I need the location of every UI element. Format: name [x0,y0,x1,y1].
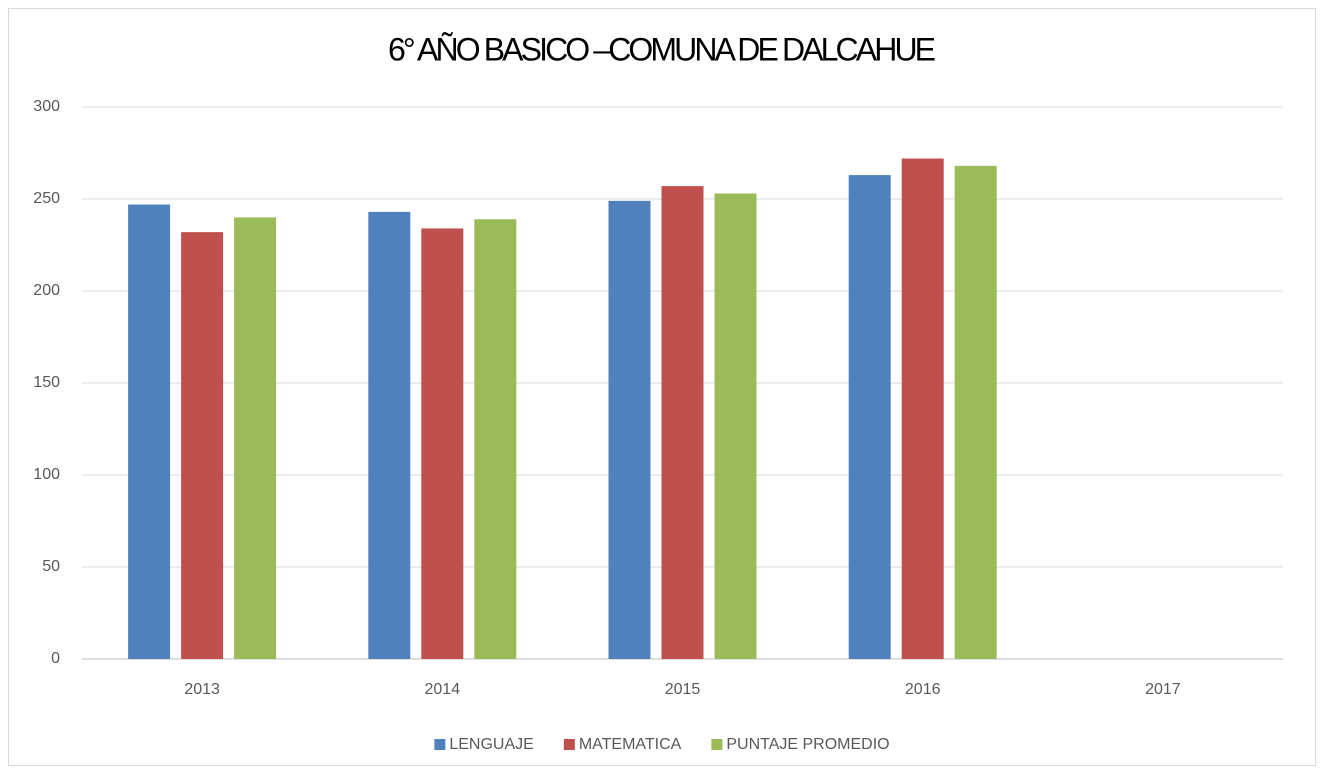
x-tick-label: 2013 [184,681,220,698]
y-tick-label: 300 [33,98,60,115]
legend-label: PUNTAJE PROMEDIO [726,736,889,753]
x-tick-label: 2014 [425,681,461,698]
bar [954,165,997,659]
bar [421,228,464,659]
bar [128,204,171,659]
bar [368,211,411,659]
y-tick-label: 150 [33,374,60,391]
bar [234,217,277,659]
legend-swatch [711,739,723,750]
y-tick-label: 200 [33,282,60,299]
legend-swatch [434,739,446,750]
y-tick-label: 50 [42,558,60,575]
y-tick-label: 250 [33,190,60,207]
bar [848,175,891,659]
bar [714,193,757,660]
x-tick-label: 2017 [1145,681,1181,698]
legend-swatch [563,739,575,750]
bar [181,232,224,659]
bar [901,158,944,659]
y-tick-label: 100 [33,466,60,483]
bar [474,219,517,660]
chart-title: 6° AÑO BASICO –COMUNA DE DALCAHUE [388,31,936,67]
x-tick-label: 2016 [905,681,941,698]
legend-label: LENGUAJE [449,736,533,753]
y-tick-label: 0 [51,650,60,667]
bar [661,186,704,659]
bar [608,200,651,659]
legend-label: MATEMATICA [579,736,682,753]
x-tick-label: 2015 [665,681,701,698]
